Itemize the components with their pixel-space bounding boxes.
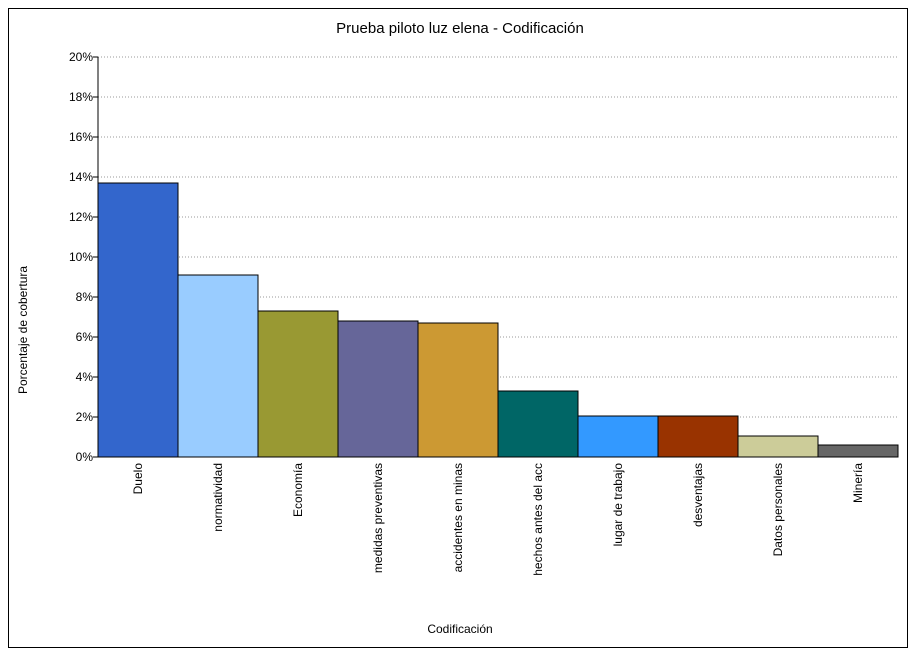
y-tick-label: 2% — [76, 410, 94, 424]
bar — [497, 390, 579, 458]
bar — [577, 415, 659, 458]
bar — [257, 310, 339, 458]
y-tick-label: 4% — [76, 370, 94, 384]
chart-title: Prueba piloto luz elena - Codificación — [336, 20, 584, 37]
x-tick-label: Minería — [851, 463, 865, 503]
x-axis-label: Codificación — [427, 622, 492, 636]
y-tick-label: 14% — [69, 170, 93, 184]
x-tick-labels: Duelo normatividad Economía medidas prevent… — [131, 463, 865, 576]
bar — [177, 274, 259, 458]
y-tick-label: 18% — [69, 90, 93, 104]
bar — [737, 435, 819, 458]
y-tick-label: 6% — [76, 330, 94, 344]
x-tick-label: Datos personales — [771, 463, 785, 556]
y-tick-label: 10% — [69, 250, 93, 264]
y-tick-label: 0% — [76, 450, 94, 464]
y-tick-label: 8% — [76, 290, 94, 304]
x-tick-label: medidas preventivas — [371, 463, 385, 573]
x-tick-label: Economía — [291, 463, 305, 517]
bar — [97, 182, 179, 458]
x-tick-label: accidentes en minas — [451, 463, 465, 572]
bar — [337, 320, 419, 458]
bar — [817, 444, 899, 458]
x-tick-label: normatividad — [211, 463, 225, 532]
y-tick-label: 20% — [69, 50, 93, 64]
bar — [657, 415, 739, 458]
x-tick-label: lugar de trabajo — [611, 463, 625, 547]
y-tick-label: 16% — [69, 130, 93, 144]
y-tick-label: 12% — [69, 210, 93, 224]
x-tick-label: desventajas — [691, 463, 705, 527]
x-tick-label: hechos antes del acc — [531, 463, 545, 576]
bars — [97, 182, 899, 458]
x-tick-label: Duelo — [131, 463, 145, 495]
y-axis-label: Porcentaje de cobertura — [16, 266, 30, 394]
y-tick-labels: 0% 2% 4% 6% 8% 10% 12% 14% 16% 18% 20% — [69, 50, 93, 464]
bar — [417, 322, 499, 458]
